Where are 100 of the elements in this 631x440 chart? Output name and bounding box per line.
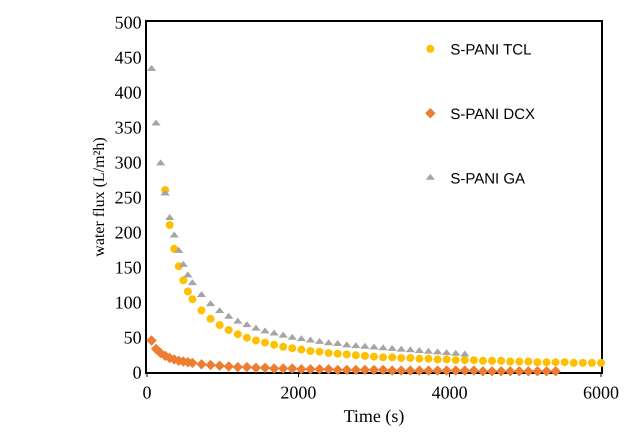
x-tick-label: 2000 <box>280 382 316 402</box>
point <box>324 349 333 358</box>
x-tick-label: 6000 <box>583 382 619 402</box>
point <box>296 364 307 374</box>
y-tick-label: 200 <box>114 222 142 242</box>
point <box>242 362 252 372</box>
point <box>460 365 470 376</box>
point <box>184 288 192 296</box>
point <box>232 362 243 372</box>
point <box>452 356 460 364</box>
point <box>279 342 288 351</box>
point <box>224 361 234 372</box>
point <box>360 364 370 376</box>
point <box>505 366 516 376</box>
point <box>496 366 506 376</box>
point <box>166 221 174 229</box>
point <box>268 363 280 374</box>
point <box>352 351 360 360</box>
point <box>224 326 233 334</box>
point <box>533 358 542 366</box>
point <box>368 364 380 376</box>
point <box>414 365 425 376</box>
point <box>261 338 270 347</box>
point <box>441 365 452 376</box>
point <box>570 358 578 367</box>
point <box>397 354 406 362</box>
y-tick-label: 150 <box>114 257 142 278</box>
point <box>278 363 288 374</box>
y-tick-label: 400 <box>114 82 142 102</box>
point <box>434 355 442 364</box>
point <box>314 364 325 374</box>
point <box>205 360 216 370</box>
point <box>234 330 242 338</box>
point <box>196 359 207 370</box>
point <box>288 344 296 352</box>
point <box>396 365 406 376</box>
point <box>360 352 369 360</box>
point <box>306 347 314 355</box>
point <box>297 346 306 354</box>
point <box>478 366 488 376</box>
y-tick-label: 100 <box>114 292 142 312</box>
point <box>287 363 298 374</box>
point <box>242 334 251 342</box>
legend-label: S-PANI DCX <box>450 106 536 124</box>
y-tick-label: 500 <box>114 12 142 32</box>
point <box>450 365 461 376</box>
point <box>442 355 451 364</box>
point <box>332 364 343 376</box>
point <box>523 366 534 376</box>
point <box>405 365 416 376</box>
point <box>179 276 188 284</box>
point <box>334 350 342 358</box>
point <box>588 358 596 367</box>
point <box>506 358 514 366</box>
point <box>560 358 569 366</box>
y-tick-label: 350 <box>114 117 142 138</box>
point <box>216 321 224 330</box>
point <box>597 358 605 367</box>
point <box>342 364 352 376</box>
point <box>470 356 478 364</box>
point <box>370 352 378 361</box>
point <box>542 358 551 366</box>
y-tick-label: 0 <box>132 362 142 382</box>
point <box>532 366 543 376</box>
point <box>541 366 552 376</box>
point <box>460 356 469 364</box>
point <box>386 365 398 376</box>
point <box>515 358 524 366</box>
x-tick-label: 4000 <box>432 382 468 402</box>
point <box>350 364 362 376</box>
point <box>252 336 260 344</box>
point <box>423 365 434 376</box>
point <box>415 354 424 363</box>
point <box>578 358 587 367</box>
legend-label: S-PANI TCL <box>450 42 532 59</box>
point <box>250 362 262 373</box>
point <box>497 356 506 365</box>
point <box>305 364 316 374</box>
point <box>214 360 225 371</box>
point <box>260 362 270 373</box>
point <box>406 354 414 362</box>
point <box>197 306 206 314</box>
y-tick-label: 50 <box>124 327 142 348</box>
y-axis-title: water flux (L/m²h) <box>91 137 108 257</box>
point <box>432 365 443 376</box>
legend-label: S-PANI GA <box>450 170 526 188</box>
point <box>342 350 351 358</box>
point <box>488 356 496 365</box>
point <box>424 354 432 363</box>
point <box>468 365 480 376</box>
point <box>524 358 532 366</box>
y-tick-label: 250 <box>114 187 142 208</box>
point <box>478 356 487 365</box>
point <box>270 340 278 349</box>
point <box>552 358 560 366</box>
y-tick-label: 300 <box>114 152 142 172</box>
point <box>146 335 157 346</box>
point <box>388 353 396 362</box>
point <box>514 366 524 376</box>
point <box>323 364 334 374</box>
